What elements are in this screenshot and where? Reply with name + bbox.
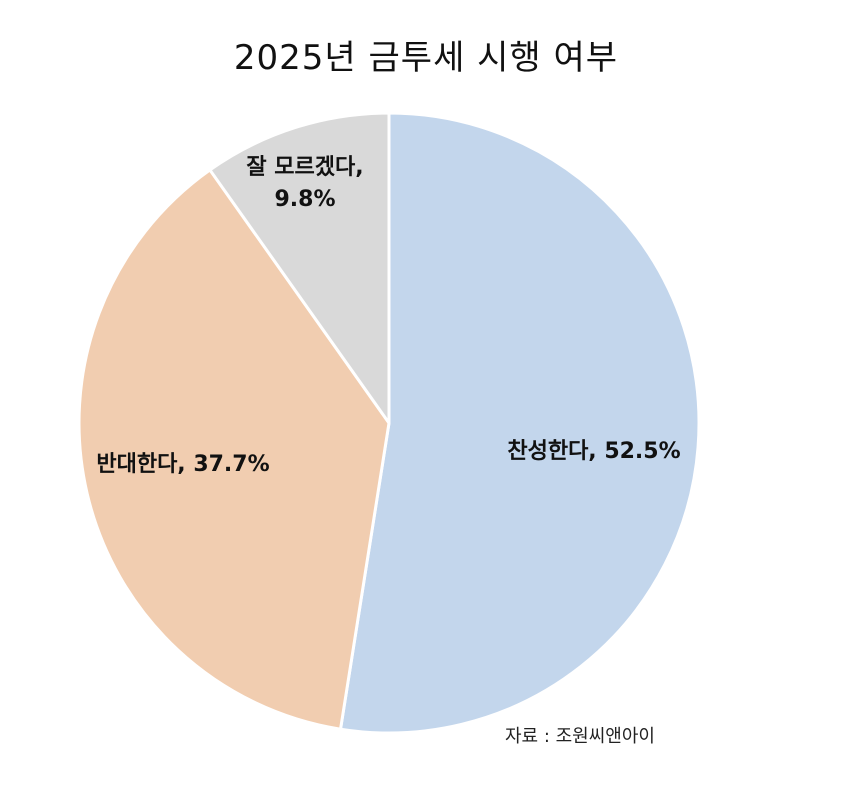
slice-label-1: 찬성한다, 52.5% xyxy=(507,439,680,464)
slice-label-line: 9.8% xyxy=(274,187,335,212)
chart-title: 2025년 금투세 시행 여부 xyxy=(233,38,619,78)
pie-slice-2 xyxy=(77,168,391,731)
slice-label-line: 찬성한다, 52.5% xyxy=(507,439,680,464)
source-note: 자료 : 조원씨앤아이 xyxy=(505,726,655,747)
slice-label-line: 잘 모르겠다, xyxy=(246,155,363,180)
pie-slice-1 xyxy=(339,111,701,735)
slice-label-line: 반대한다, 37.7% xyxy=(96,452,269,477)
slice-label-2: 반대한다, 37.7% xyxy=(96,452,269,477)
pie-slice-3 xyxy=(208,111,391,425)
slice-label-3: 잘 모르겠다, 9.8% xyxy=(246,155,363,212)
